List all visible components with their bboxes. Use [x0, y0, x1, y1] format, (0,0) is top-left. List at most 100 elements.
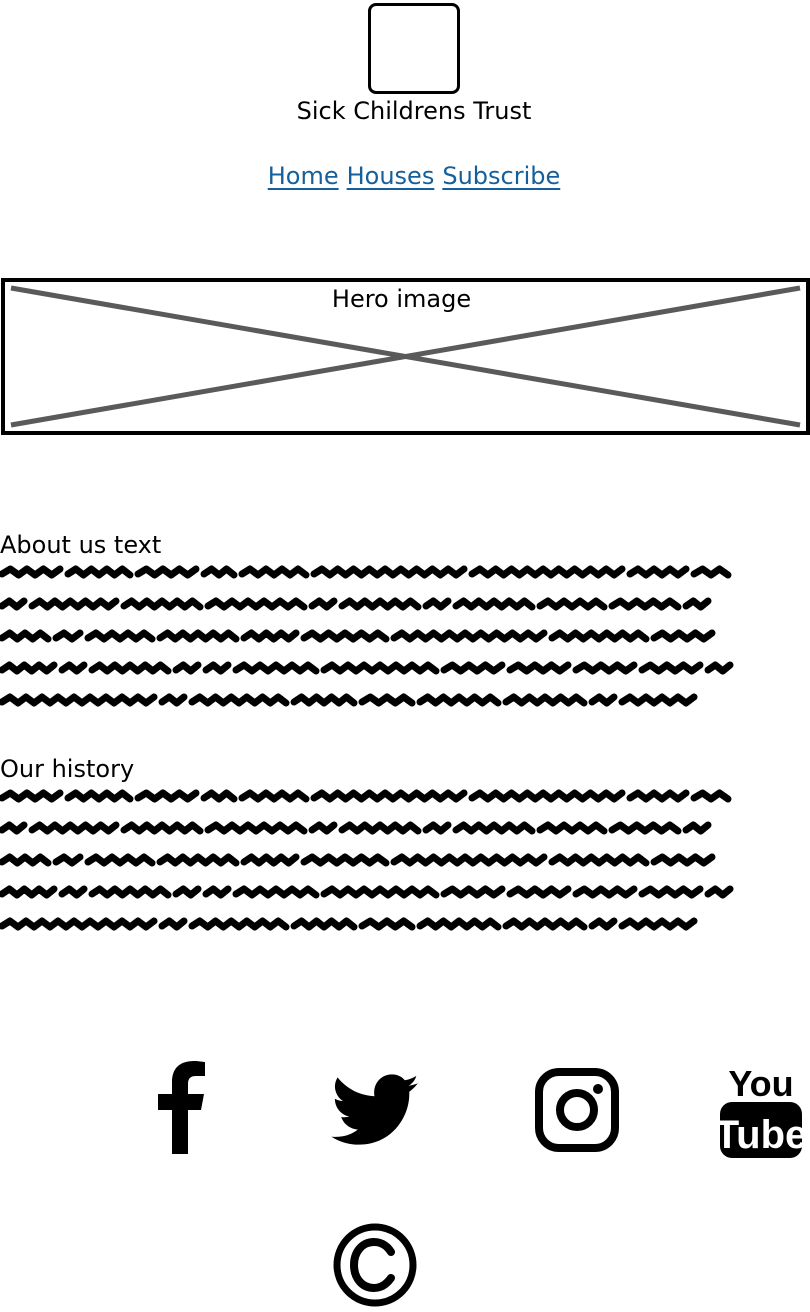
- scribble-word: [202, 885, 232, 899]
- scribble-word: [0, 853, 52, 867]
- scribble-word: [232, 885, 320, 899]
- scribble-word: [0, 565, 64, 579]
- scribble-word: [0, 597, 28, 611]
- scribble-word: [134, 789, 200, 803]
- scribble-word: [134, 565, 200, 579]
- scribble-word: [572, 661, 638, 675]
- scribble-word: [240, 853, 300, 867]
- scribble-word: [238, 565, 310, 579]
- scribble-word: [608, 821, 682, 835]
- scribble-word: [310, 789, 468, 803]
- scribble-word: [290, 693, 358, 707]
- scribble-word: [650, 629, 716, 643]
- scribble-word: [188, 693, 290, 707]
- scribble-word: [88, 661, 172, 675]
- site-title: Sick Childrens Trust: [296, 97, 532, 125]
- scribble-word: [320, 885, 440, 899]
- scribble-word: [422, 821, 452, 835]
- scribble-word: [338, 597, 422, 611]
- nav-link-subscribe[interactable]: Subscribe: [442, 162, 561, 190]
- twitter-icon[interactable]: [330, 1074, 422, 1148]
- scribble-word: [452, 821, 536, 835]
- scribble-word: [390, 629, 548, 643]
- scribble-word: [300, 853, 390, 867]
- our-history-heading: Our history: [0, 755, 135, 783]
- scribble-word: [0, 821, 28, 835]
- scribble-word: [618, 917, 698, 931]
- scribble-word: [290, 917, 358, 931]
- scribble-word: [158, 917, 188, 931]
- scribble-word: [88, 885, 172, 899]
- scribble-word: [588, 917, 618, 931]
- scribble-word: [0, 885, 58, 899]
- scribble-word: [200, 565, 238, 579]
- scribble-word: [202, 661, 232, 675]
- scribble-word: [0, 917, 158, 931]
- logo-placeholder-icon[interactable]: [368, 3, 460, 94]
- scribble-word: [506, 885, 572, 899]
- scribble-word: [502, 917, 588, 931]
- scribble-word: [422, 597, 452, 611]
- scribble-word: [84, 853, 156, 867]
- about-us-heading: About us text: [0, 531, 162, 559]
- copyright-icon: [332, 1222, 418, 1312]
- scribble-word: [704, 661, 734, 675]
- scribble-word: [690, 789, 732, 803]
- scribble-word: [28, 821, 120, 835]
- scribble-word: [58, 885, 88, 899]
- scribble-word: [172, 885, 202, 899]
- hero-image-label: Hero image: [331, 285, 472, 313]
- scribble-word: [308, 597, 338, 611]
- scribble-word: [300, 629, 390, 643]
- our-history-body: [0, 784, 810, 944]
- scribble-word: [64, 789, 134, 803]
- scribble-word: [204, 597, 308, 611]
- scribble-word: [240, 629, 300, 643]
- scribble-word: [548, 629, 650, 643]
- svg-text:Tube: Tube: [718, 1113, 804, 1157]
- scribble-word: [310, 565, 468, 579]
- scribble-word: [188, 917, 290, 931]
- scribble-word: [536, 597, 608, 611]
- scribble-word: [172, 661, 202, 675]
- scribble-word: [204, 821, 308, 835]
- scribble-word: [64, 565, 134, 579]
- scribble-word: [440, 661, 506, 675]
- scribble-word: [338, 821, 422, 835]
- scribble-word: [638, 885, 704, 899]
- youtube-icon[interactable]: You Tube: [718, 1060, 804, 1160]
- scribble-word: [682, 597, 712, 611]
- scribble-word: [548, 853, 650, 867]
- hero-image: Hero image: [1, 278, 810, 435]
- scribble-word: [58, 661, 88, 675]
- scribble-word: [232, 661, 320, 675]
- scribble-word: [502, 693, 588, 707]
- scribble-word: [0, 661, 58, 675]
- scribble-word: [650, 853, 716, 867]
- scribble-word: [626, 789, 690, 803]
- image-placeholder-cross-icon: [10, 285, 801, 428]
- scribble-word: [468, 565, 626, 579]
- scribble-word: [618, 693, 698, 707]
- scribble-word: [0, 693, 158, 707]
- instagram-icon[interactable]: [535, 1068, 619, 1152]
- scribble-word: [468, 789, 626, 803]
- scribble-word: [156, 853, 240, 867]
- scribble-word: [358, 917, 416, 931]
- about-us-body: [0, 560, 810, 720]
- nav-link-houses[interactable]: Houses: [346, 162, 435, 190]
- scribble-word: [452, 597, 536, 611]
- scribble-word: [638, 661, 704, 675]
- scribble-word: [588, 693, 618, 707]
- scribble-word: [120, 821, 204, 835]
- scribble-word: [320, 661, 440, 675]
- nav-link-home[interactable]: Home: [267, 162, 339, 190]
- scribble-word: [572, 885, 638, 899]
- main-nav: Home Houses Subscribe: [0, 160, 810, 192]
- scribble-word: [84, 629, 156, 643]
- scribble-word: [158, 693, 188, 707]
- scribble-word: [52, 853, 84, 867]
- svg-text:You: You: [728, 1063, 793, 1104]
- scribble-word: [682, 821, 712, 835]
- facebook-icon[interactable]: [150, 1058, 210, 1154]
